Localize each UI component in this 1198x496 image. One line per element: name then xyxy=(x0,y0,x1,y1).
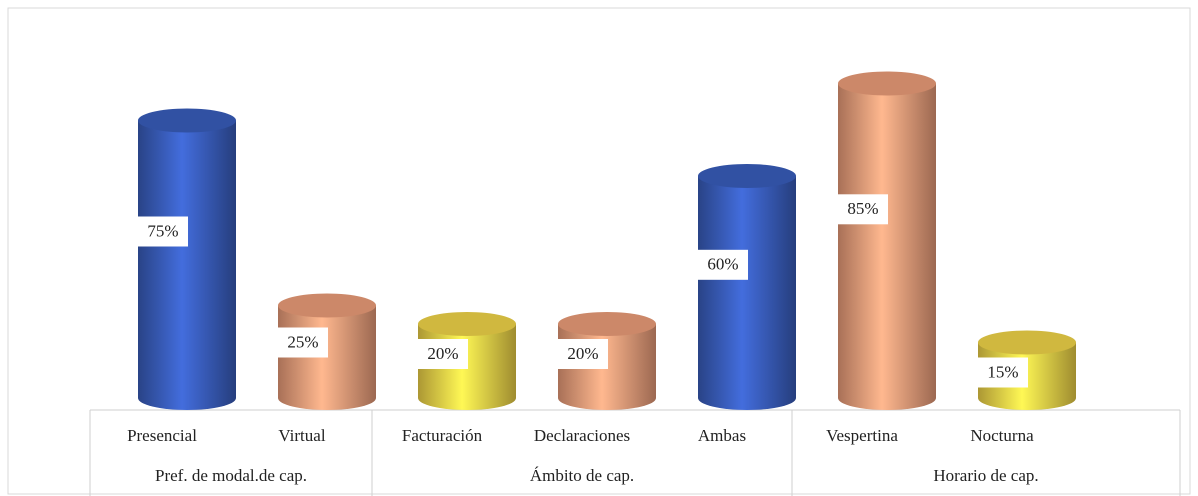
group-label: Pref. de modal.de cap. xyxy=(155,466,307,485)
x-tick-label: Nocturna xyxy=(970,426,1034,445)
x-tick-label: Presencial xyxy=(127,426,197,445)
data-label: 20% xyxy=(567,344,598,363)
data-label-box xyxy=(278,327,328,358)
cylinder-top xyxy=(698,164,796,188)
data-label-box xyxy=(838,194,888,225)
cylinder-top xyxy=(558,312,656,336)
data-label: 15% xyxy=(987,362,1018,381)
data-label: 85% xyxy=(847,199,878,218)
data-label: 25% xyxy=(287,332,318,351)
data-label-box xyxy=(558,339,608,369)
cylinder-top xyxy=(978,330,1076,355)
data-label-box xyxy=(698,249,748,280)
cylinder-top xyxy=(278,293,376,318)
x-tick-label: Declaraciones xyxy=(534,426,630,445)
cylinder-bar xyxy=(278,305,376,410)
data-label: 60% xyxy=(707,255,738,274)
x-tick-label: Facturación xyxy=(402,426,483,445)
cylinder-top xyxy=(138,108,236,133)
group-label: Horario de cap. xyxy=(933,466,1038,485)
cylinder-bar xyxy=(138,120,236,410)
cylinder-bar xyxy=(698,176,796,410)
data-label: 75% xyxy=(147,221,178,240)
data-label-box xyxy=(418,339,468,369)
cylinder-bar xyxy=(838,83,936,410)
cylinder-top xyxy=(838,71,936,96)
x-tick-label: Vespertina xyxy=(826,426,898,445)
x-tick-label: Ambas xyxy=(698,426,746,445)
data-label: 20% xyxy=(427,344,458,363)
data-label-box xyxy=(978,357,1028,388)
cylinder-top xyxy=(418,312,516,336)
data-label-box xyxy=(138,216,188,247)
group-label: Ámbito de cap. xyxy=(530,466,634,485)
x-tick-label: Virtual xyxy=(278,426,325,445)
